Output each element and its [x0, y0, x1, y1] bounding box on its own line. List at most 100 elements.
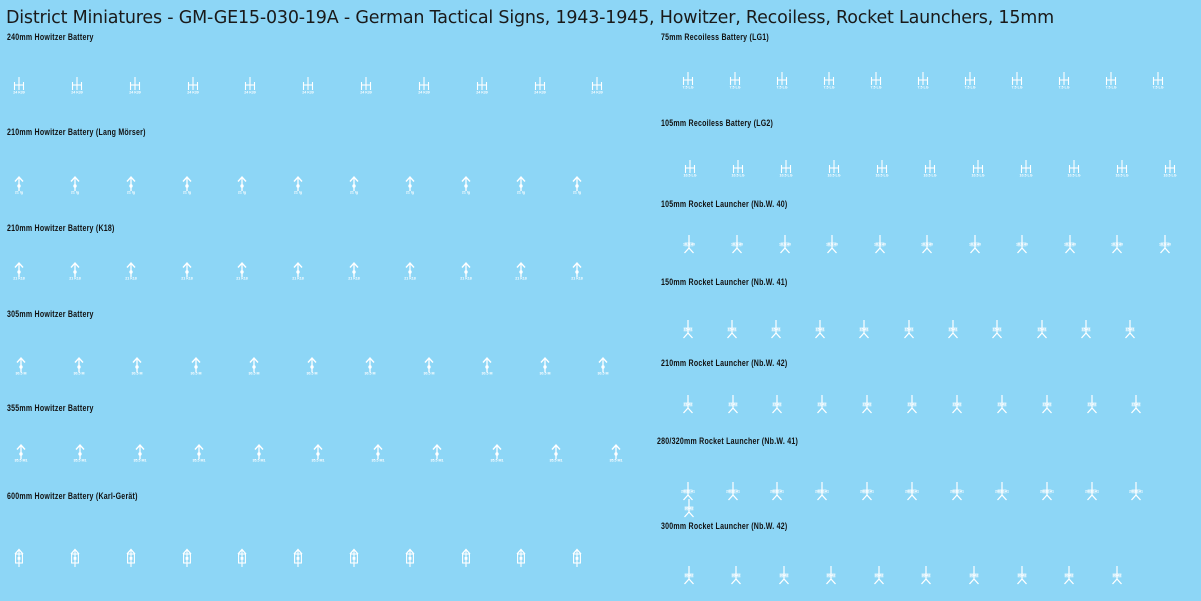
svg-text:15 41: 15 41	[993, 327, 1002, 331]
karl-gerat-icon	[509, 546, 533, 570]
rocket-launcher-icon: 15 41	[897, 317, 921, 341]
svg-text:30 42: 30 42	[1113, 573, 1122, 577]
howitzer-arrow-icon: 35.5 M1	[247, 441, 271, 465]
recoilless-icon: 7.5 LG	[676, 68, 700, 92]
svg-text:10.5 LG: 10.5 LG	[732, 174, 745, 178]
svg-text:15 41: 15 41	[772, 327, 781, 331]
rocket-launcher-icon: 30 42	[962, 563, 986, 587]
svg-text:7.5 LG: 7.5 LG	[1153, 86, 1164, 90]
howitzer-arrow-icon: 21 K18	[119, 259, 143, 283]
karl-gerat-icon	[230, 546, 254, 570]
svg-text:10.5 LG: 10.5 LG	[1164, 174, 1177, 178]
rocket-launcher-icon: 21 42	[676, 392, 700, 416]
svg-text:21 K18: 21 K18	[460, 277, 472, 281]
howitzer-arrow-icon: 30.5 M	[184, 354, 208, 378]
svg-text:30.5 M: 30.5 M	[482, 372, 493, 376]
svg-text:30.5 M: 30.5 M	[191, 372, 202, 376]
karl-gerat-icon	[7, 546, 31, 570]
howitzer-arrow-icon: 21 lg	[454, 173, 478, 197]
svg-text:10.5 40: 10.5 40	[921, 242, 933, 246]
svg-text:10.5 40: 10.5 40	[969, 242, 981, 246]
rocket-launcher-icon: 21 42	[1124, 392, 1148, 416]
recoilless-icon: 10.5 LG	[774, 156, 798, 180]
svg-text:35.5 M1: 35.5 M1	[74, 459, 87, 463]
rocket-launcher-icon: 21 42	[945, 392, 969, 416]
recoilless-icon: 10.5 LG	[966, 156, 990, 180]
howitzer-arrow-icon: 21 lg	[63, 173, 87, 197]
svg-text:21 K18: 21 K18	[404, 277, 416, 281]
howitzer-arrow-icon: 30.5 M	[9, 354, 33, 378]
howitzer-arrow-icon: 21 lg	[398, 173, 422, 197]
svg-text:10.5 40: 10.5 40	[779, 242, 791, 246]
svg-text:10.5 LG: 10.5 LG	[972, 174, 985, 178]
svg-text:30.5 M: 30.5 M	[74, 372, 85, 376]
rocket-launcher-icon: 10.5 40	[1010, 232, 1034, 256]
howitzer-arrow-icon: 30.5 M	[300, 354, 324, 378]
howitzer-arrow-icon: 21 lg	[509, 173, 533, 197]
svg-text:21 lg: 21 lg	[406, 191, 414, 195]
svg-text:10.5 40: 10.5 40	[731, 242, 743, 246]
svg-text:10.5 40: 10.5 40	[1016, 242, 1028, 246]
karl-gerat-icon	[119, 546, 143, 570]
howitzer-arrow-icon: 21 K18	[63, 259, 87, 283]
rocket-launcher-icon: 30 42	[1057, 563, 1081, 587]
svg-text:21 lg: 21 lg	[238, 191, 246, 195]
svg-text:21 42: 21 42	[1043, 402, 1052, 406]
section-label-s210k18: 210mm Howitzer Battery (K18)	[7, 223, 115, 233]
svg-text:28/32 41: 28/32 41	[860, 489, 874, 493]
howitzer-heavy-icon: 24 K39	[65, 73, 89, 97]
rocket-launcher-icon: 15 41	[676, 317, 700, 341]
svg-text:24 K39: 24 K39	[476, 91, 488, 95]
svg-text:21 lg: 21 lg	[15, 191, 23, 195]
rocket-launcher-icon: 30 42	[677, 563, 701, 587]
rocket-launcher-icon: 10.5 40	[963, 232, 987, 256]
recoilless-icon: 10.5 LG	[726, 156, 750, 180]
svg-text:15 41: 15 41	[860, 327, 869, 331]
section-label-r75: 75mm Recoiless Battery (LG1)	[661, 32, 769, 42]
rocket-launcher-icon: 15 41	[808, 317, 832, 341]
svg-text:35.5 M1: 35.5 M1	[610, 459, 623, 463]
howitzer-arrow-icon: 21 K18	[454, 259, 478, 283]
recoilless-icon: 10.5 LG	[870, 156, 894, 180]
recoilless-icon: 10.5 LG	[1110, 156, 1134, 180]
section-label-n300: 300mm Rocket Launcher (Nb.W. 42)	[661, 521, 788, 531]
karl-gerat-icon	[286, 546, 310, 570]
svg-text:24 K39: 24 K39	[13, 91, 25, 95]
svg-text:21 K18: 21 K18	[181, 277, 193, 281]
section-label-r105: 105mm Recoiless Battery (LG2)	[661, 118, 774, 128]
svg-text:21 42: 21 42	[908, 402, 917, 406]
svg-text:15 41: 15 41	[816, 327, 825, 331]
rocket-launcher-icon: 30 42	[772, 563, 796, 587]
svg-text:10.5 LG: 10.5 LG	[780, 174, 793, 178]
howitzer-arrow-icon: 35.5 M1	[425, 441, 449, 465]
rocket-launcher-icon: 30 42	[819, 563, 843, 587]
howitzer-arrow-icon: 35.5 M1	[187, 441, 211, 465]
svg-text:30 42: 30 42	[685, 573, 694, 577]
svg-text:28/32 41: 28/32 41	[1129, 489, 1143, 493]
svg-text:7.5 LG: 7.5 LG	[683, 86, 694, 90]
svg-text:35.5 M1: 35.5 M1	[193, 459, 206, 463]
svg-text:30.5 M: 30.5 M	[16, 372, 27, 376]
svg-text:30.5 M: 30.5 M	[132, 372, 143, 376]
rocket-launcher-icon: 28/32 41	[900, 479, 924, 503]
svg-text:35.5 M1: 35.5 M1	[550, 459, 563, 463]
howitzer-heavy-icon: 24 K39	[412, 73, 436, 97]
svg-text:21 lg: 21 lg	[517, 191, 525, 195]
howitzer-arrow-icon: 21 K18	[509, 259, 533, 283]
svg-text:7.5 LG: 7.5 LG	[871, 86, 882, 90]
svg-text:24 K39: 24 K39	[187, 91, 199, 95]
svg-text:7.5 LG: 7.5 LG	[824, 86, 835, 90]
svg-text:21 K18: 21 K18	[292, 277, 304, 281]
svg-text:24 K39: 24 K39	[591, 91, 603, 95]
rocket-launcher-icon: 10.5 40	[820, 232, 844, 256]
svg-text:7.5 LG: 7.5 LG	[730, 86, 741, 90]
howitzer-heavy-icon: 24 K39	[585, 73, 609, 97]
svg-text:10.5 LG: 10.5 LG	[1116, 174, 1129, 178]
svg-text:10.5 40: 10.5 40	[683, 242, 695, 246]
svg-text:10.5 LG: 10.5 LG	[876, 174, 889, 178]
recoilless-icon: 10.5 LG	[1158, 156, 1182, 180]
howitzer-arrow-icon: 21 lg	[342, 173, 366, 197]
svg-text:30 42: 30 42	[922, 573, 931, 577]
recoilless-icon: 7.5 LG	[911, 68, 935, 92]
svg-text:24 K39: 24 K39	[244, 91, 256, 95]
